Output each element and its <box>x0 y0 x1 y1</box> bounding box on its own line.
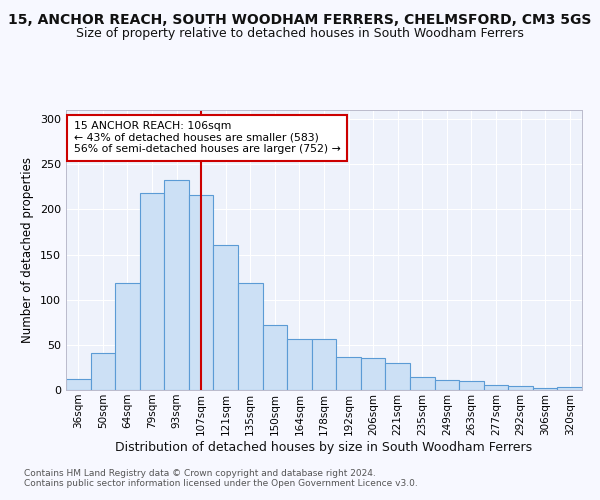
Bar <box>312 338 336 390</box>
Bar <box>238 282 263 390</box>
Text: Contains HM Land Registry data © Crown copyright and database right 2024.: Contains HM Land Registry data © Crown c… <box>24 468 376 477</box>
Bar <box>91 353 115 390</box>
Y-axis label: Number of detached properties: Number of detached properties <box>22 157 34 343</box>
Bar <box>140 193 164 390</box>
Bar <box>533 388 557 390</box>
Bar <box>263 325 287 390</box>
Bar <box>459 381 484 390</box>
Text: Contains public sector information licensed under the Open Government Licence v3: Contains public sector information licen… <box>24 478 418 488</box>
Bar <box>434 380 459 390</box>
Bar <box>115 282 140 390</box>
Text: 15, ANCHOR REACH, SOUTH WOODHAM FERRERS, CHELMSFORD, CM3 5GS: 15, ANCHOR REACH, SOUTH WOODHAM FERRERS,… <box>8 12 592 26</box>
Bar <box>336 358 361 390</box>
Text: Distribution of detached houses by size in South Woodham Ferrers: Distribution of detached houses by size … <box>115 441 533 454</box>
Bar <box>508 386 533 390</box>
Bar <box>410 378 434 390</box>
Text: 15 ANCHOR REACH: 106sqm
← 43% of detached houses are smaller (583)
56% of semi-d: 15 ANCHOR REACH: 106sqm ← 43% of detache… <box>74 121 340 154</box>
Bar <box>484 386 508 390</box>
Bar <box>214 246 238 390</box>
Bar <box>189 195 214 390</box>
Bar <box>287 338 312 390</box>
Bar <box>164 180 189 390</box>
Bar <box>557 388 582 390</box>
Bar <box>385 363 410 390</box>
Text: Size of property relative to detached houses in South Woodham Ferrers: Size of property relative to detached ho… <box>76 28 524 40</box>
Bar <box>361 358 385 390</box>
Bar <box>66 379 91 390</box>
